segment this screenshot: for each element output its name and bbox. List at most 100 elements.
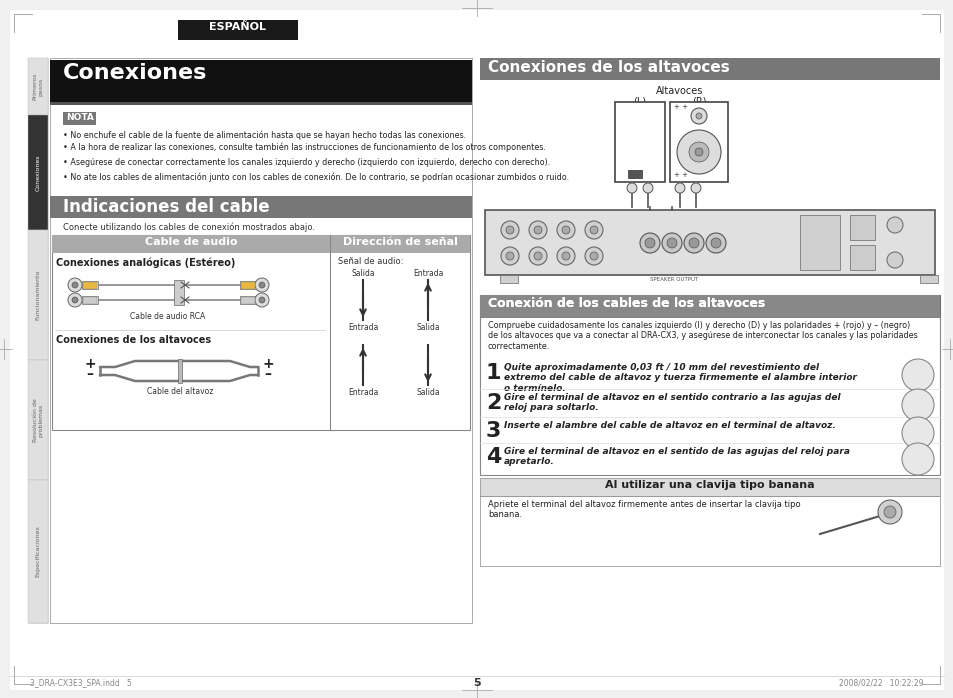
- Text: Resolución de
problemas: Resolución de problemas: [32, 398, 43, 442]
- Bar: [28, 480, 48, 623]
- Text: Salida: Salida: [351, 269, 375, 278]
- Bar: [28, 115, 48, 230]
- Circle shape: [690, 183, 700, 193]
- Text: +: +: [84, 357, 95, 371]
- Bar: [28, 58, 48, 623]
- Bar: [919, 275, 937, 283]
- Text: Conexión de los cables de los altavoces: Conexión de los cables de los altavoces: [488, 297, 764, 310]
- Bar: [800, 215, 840, 270]
- Text: –: –: [87, 367, 93, 381]
- Text: Funcionamiento: Funcionamiento: [35, 270, 40, 320]
- Bar: [178, 20, 297, 40]
- Circle shape: [584, 221, 602, 239]
- Bar: [330, 235, 470, 253]
- Circle shape: [68, 278, 82, 292]
- Text: Dirección de señal: Dirección de señal: [342, 237, 456, 247]
- Text: 1: 1: [485, 363, 501, 383]
- Circle shape: [710, 238, 720, 248]
- Circle shape: [500, 221, 518, 239]
- Text: • A la hora de realizar las conexiones, consulte también las instrucciones de fu: • A la hora de realizar las conexiones, …: [63, 143, 545, 152]
- Text: Gire el terminal de altavoz en el sentido contrario a las agujas del
reloj para : Gire el terminal de altavoz en el sentid…: [503, 393, 840, 413]
- Circle shape: [883, 506, 895, 518]
- Circle shape: [901, 359, 933, 391]
- Bar: [479, 295, 939, 317]
- Text: Cable de audio RCA: Cable de audio RCA: [131, 312, 206, 321]
- Bar: [28, 230, 48, 360]
- Bar: [28, 360, 48, 480]
- Circle shape: [258, 282, 265, 288]
- Bar: [484, 210, 934, 275]
- Text: Conecte utilizando los cables de conexión mostrados abajo.: Conecte utilizando los cables de conexió…: [63, 222, 314, 232]
- Circle shape: [901, 443, 933, 475]
- Circle shape: [500, 247, 518, 265]
- Text: 4: 4: [485, 447, 501, 467]
- Circle shape: [71, 282, 78, 288]
- Circle shape: [626, 183, 637, 193]
- Circle shape: [901, 417, 933, 449]
- Bar: [63, 112, 96, 125]
- Circle shape: [683, 233, 703, 253]
- Bar: [50, 60, 472, 102]
- Text: 2008/02/22   10:22:29: 2008/02/22 10:22:29: [839, 678, 923, 687]
- Circle shape: [589, 252, 598, 260]
- Text: Salida: Salida: [416, 388, 439, 397]
- Text: Compruebe cuidadosamente los canales izquierdo (I) y derecho (D) y las polaridad: Compruebe cuidadosamente los canales izq…: [488, 321, 917, 351]
- Text: Señal de audio:: Señal de audio:: [337, 257, 403, 266]
- Text: Conexiones de los altavoces: Conexiones de los altavoces: [488, 60, 729, 75]
- Bar: [479, 295, 939, 475]
- Bar: [82, 281, 98, 289]
- Text: 3: 3: [485, 421, 501, 441]
- Text: Conexiones: Conexiones: [63, 63, 207, 83]
- Text: Conexión de los cables de los altavoces: Conexión de los cables de los altavoces: [488, 297, 764, 310]
- Text: –: –: [264, 367, 272, 381]
- Circle shape: [688, 238, 699, 248]
- Text: Conexiones analógicas (Estéreo): Conexiones analógicas (Estéreo): [56, 257, 235, 267]
- Bar: [50, 58, 472, 623]
- Text: Entrada: Entrada: [348, 388, 377, 397]
- Circle shape: [258, 297, 265, 303]
- Text: Entrada: Entrada: [348, 323, 377, 332]
- Circle shape: [675, 183, 684, 193]
- Bar: [50, 196, 472, 218]
- Text: Quite aproximadamente 0,03 ft / 10 mm del revestimiento del
extremo del cable de: Quite aproximadamente 0,03 ft / 10 mm de…: [503, 363, 856, 393]
- Bar: [52, 235, 470, 430]
- Circle shape: [505, 226, 514, 234]
- Circle shape: [688, 142, 708, 162]
- Circle shape: [901, 389, 933, 421]
- Text: Apriete el terminal del altavoz firmemente antes de insertar la clavija tipo
ban: Apriete el terminal del altavoz firmemen…: [488, 500, 800, 519]
- Text: NOTA: NOTA: [66, 113, 93, 122]
- Circle shape: [71, 297, 78, 303]
- Circle shape: [68, 293, 82, 307]
- Text: Altavoces: Altavoces: [656, 86, 703, 96]
- Circle shape: [534, 226, 541, 234]
- Text: Cable del altavoz: Cable del altavoz: [147, 387, 213, 396]
- Circle shape: [642, 183, 652, 193]
- Circle shape: [529, 247, 546, 265]
- Bar: [479, 478, 939, 496]
- Bar: [615, 102, 664, 182]
- Circle shape: [557, 247, 575, 265]
- Bar: [240, 296, 255, 304]
- Circle shape: [677, 130, 720, 174]
- Text: Conexiones: Conexiones: [35, 154, 40, 191]
- Text: + +: + +: [673, 104, 687, 110]
- Text: (R): (R): [691, 96, 705, 106]
- Text: Indicaciones del cable: Indicaciones del cable: [63, 198, 270, 216]
- Circle shape: [886, 217, 902, 233]
- Circle shape: [877, 500, 901, 524]
- Text: 5: 5: [473, 678, 480, 688]
- Text: + +: + +: [673, 172, 687, 178]
- Bar: [669, 102, 727, 182]
- Circle shape: [557, 221, 575, 239]
- Bar: [52, 235, 330, 253]
- Bar: [627, 170, 641, 178]
- Bar: [82, 296, 98, 304]
- Text: • Asegúrese de conectar correctamente los canales izquierdo y derecho (izquierdo: • Asegúrese de conectar correctamente lo…: [63, 158, 550, 167]
- Text: 2: 2: [485, 393, 501, 413]
- Text: • No ate los cables de alimentación junto con los cables de conexión. De lo cont: • No ate los cables de alimentación junt…: [63, 173, 569, 182]
- Circle shape: [696, 113, 701, 119]
- Bar: [83, 297, 97, 304]
- Text: Cable de audio: Cable de audio: [145, 237, 237, 247]
- Bar: [28, 58, 48, 115]
- Bar: [479, 496, 939, 566]
